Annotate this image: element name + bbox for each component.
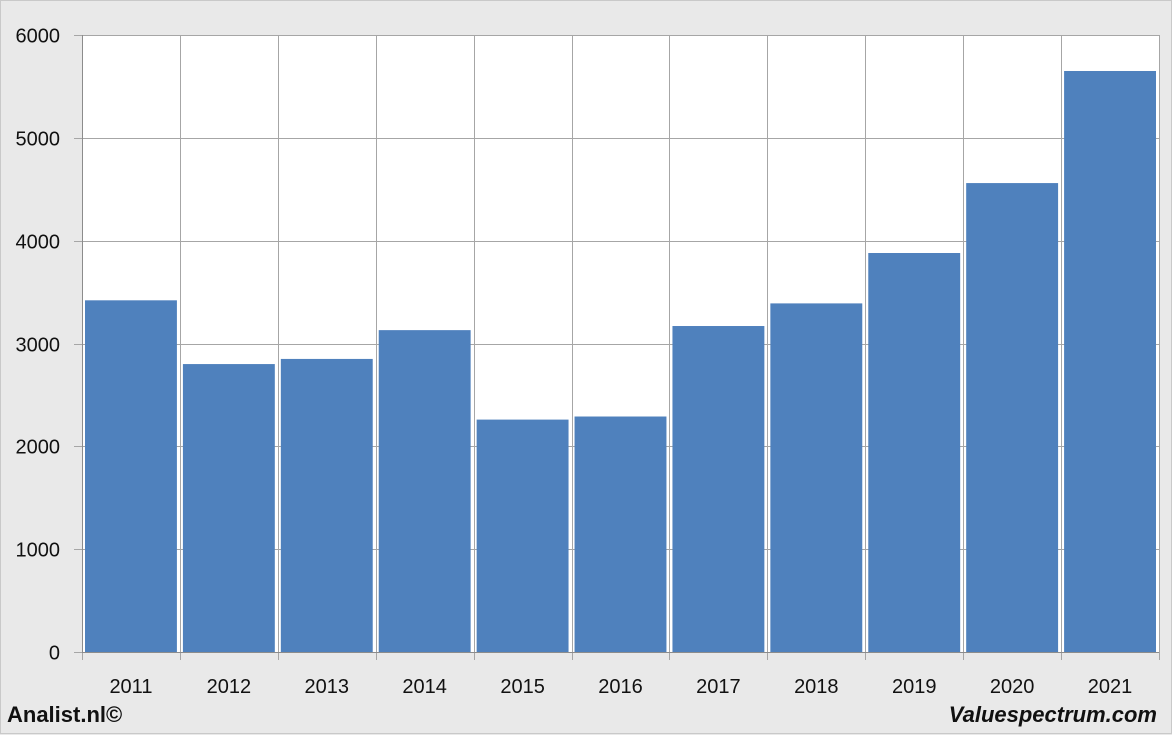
y-tick-label: 3000 (16, 335, 61, 357)
x-tick-label: 2013 (305, 676, 350, 698)
bar (280, 358, 373, 652)
bar (85, 300, 177, 652)
bar (672, 326, 765, 652)
x-tick-label: 2021 (1088, 676, 1133, 698)
bar (182, 364, 275, 652)
analist-credit: Analist.nl© (7, 702, 123, 727)
y-tick-label: 6000 (16, 26, 61, 48)
valuespectrum-credit: Valuespectrum.com (948, 702, 1157, 727)
bar (1064, 70, 1156, 652)
bar (476, 419, 569, 652)
y-tick-label: 2000 (16, 437, 61, 459)
bar (378, 330, 471, 652)
bar (574, 416, 667, 652)
x-tick-label: 2020 (990, 676, 1035, 698)
x-tick-label: 2014 (402, 676, 447, 698)
x-tick-label: 2017 (696, 676, 741, 698)
y-tick-label: 5000 (16, 129, 61, 151)
bar (770, 303, 863, 652)
x-tick-label: 2015 (500, 676, 545, 698)
x-tick-label: 2018 (794, 676, 839, 698)
y-tick-label: 0 (49, 643, 60, 665)
x-tick-label: 2012 (207, 676, 252, 698)
bar (868, 253, 961, 653)
x-tick-label: 2011 (109, 676, 152, 698)
y-tick-label: 1000 (16, 540, 61, 562)
x-tick-label: 2016 (598, 676, 643, 698)
x-tick-label: 2019 (892, 676, 937, 698)
y-tick-label: 4000 (16, 232, 61, 254)
bar (966, 183, 1059, 652)
